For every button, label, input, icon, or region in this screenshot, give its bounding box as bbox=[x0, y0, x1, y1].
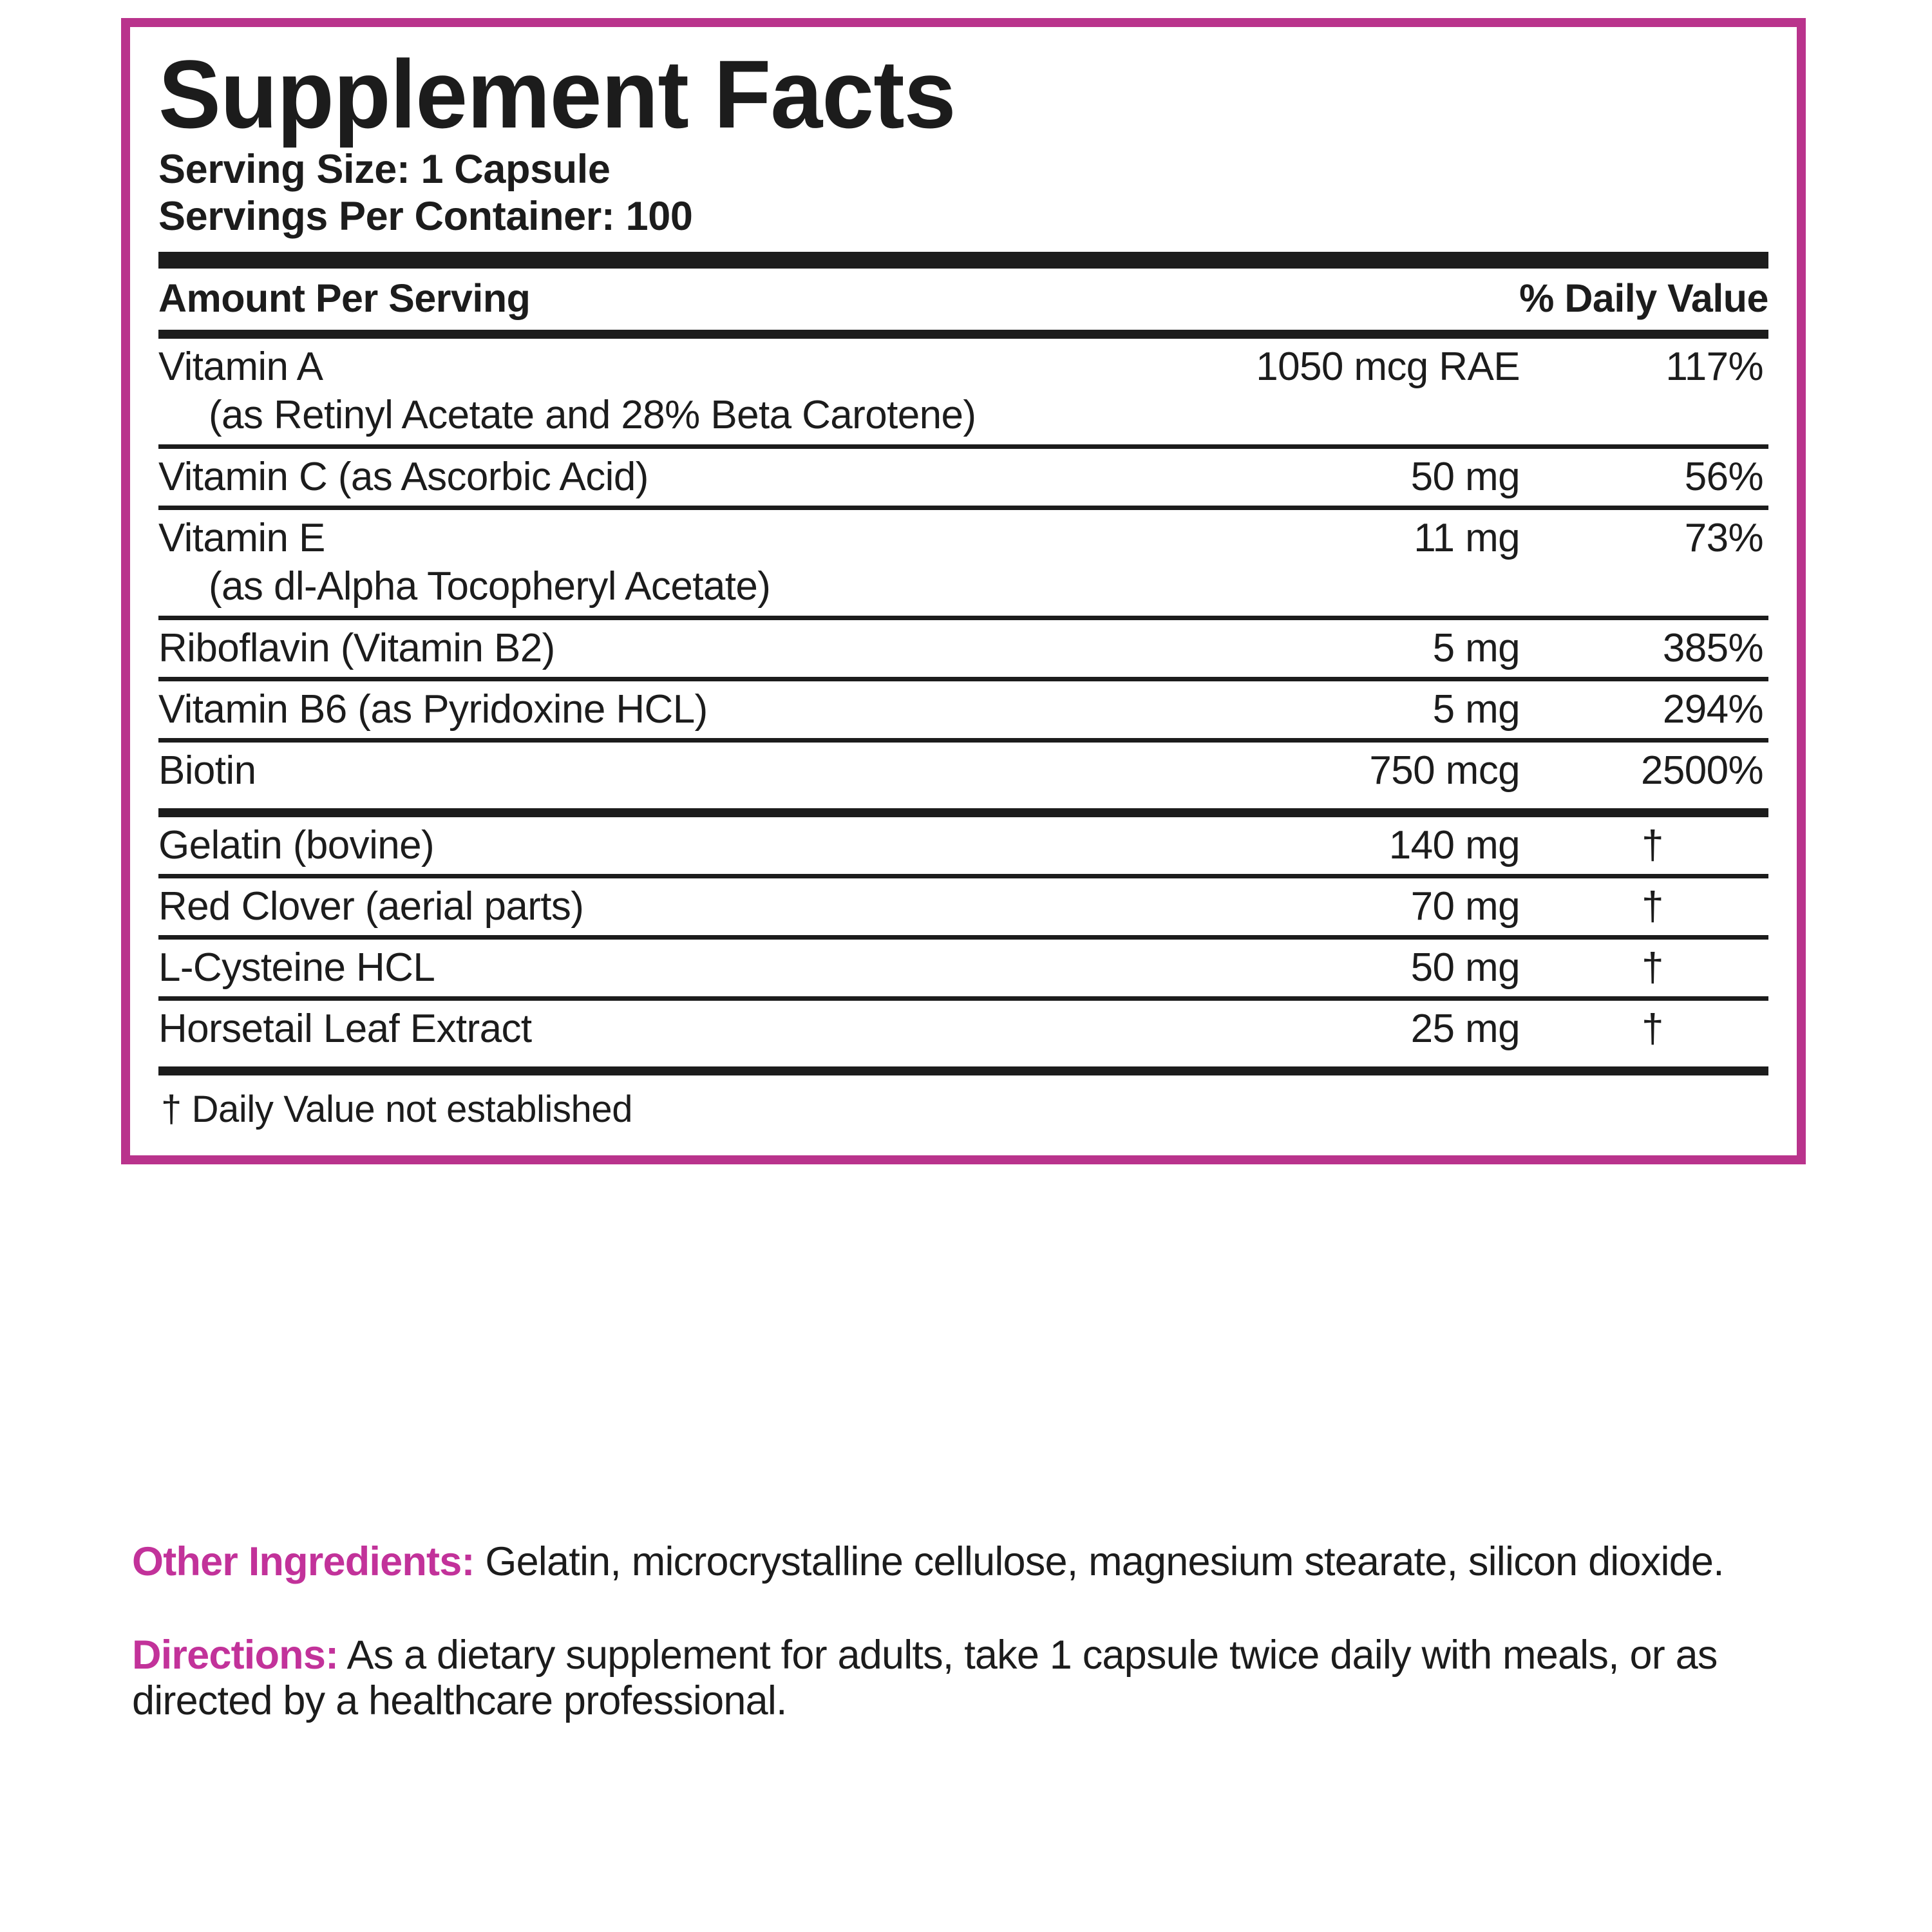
rule-thin bbox=[158, 444, 1768, 450]
table-header-row: Amount Per Serving % Daily Value bbox=[158, 269, 1769, 330]
nutrient-name: Vitamin A bbox=[158, 345, 323, 390]
ingredient-daily-value: † bbox=[1642, 884, 1663, 929]
nutrient-amount: 50 mg bbox=[1410, 455, 1520, 500]
nutrient-name: Vitamin E bbox=[158, 516, 325, 561]
nutrients-body: Vitamin A 1050 mcg RAE 117% (as Retinyl … bbox=[158, 339, 1768, 799]
table-row-sub: (as Retinyl Acetate and 28% Beta Caroten… bbox=[158, 395, 1768, 444]
ingredient-name: L-Cysteine HCL bbox=[158, 945, 435, 990]
ingredient-daily-value: † bbox=[1642, 945, 1663, 990]
nutrient-source-note: (as dl-Alpha Tocopheryl Acetate) bbox=[209, 564, 771, 609]
rule-thin bbox=[158, 935, 1768, 940]
nutrient-name: Vitamin C (as Ascorbic Acid) bbox=[158, 455, 649, 500]
rule-thin bbox=[158, 738, 1768, 743]
supplement-facts-table: Amount Per Serving % Daily Value bbox=[158, 269, 1769, 330]
nutrient-amount: 11 mg bbox=[1414, 516, 1520, 561]
ingredient-name: Gelatin (bovine) bbox=[158, 823, 435, 868]
nutrient-daily-value: 117% bbox=[1665, 345, 1763, 390]
row-divider bbox=[158, 506, 1768, 511]
nutrients-table: Vitamin A 1050 mcg RAE 117% (as Retinyl … bbox=[158, 339, 1768, 799]
row-divider bbox=[158, 677, 1768, 682]
row-divider bbox=[158, 935, 1768, 940]
rule-thin bbox=[158, 874, 1768, 879]
rule-thin bbox=[158, 677, 1768, 682]
nutrient-amount: 5 mg bbox=[1432, 626, 1520, 671]
ingredient-amount: 25 mg bbox=[1410, 1007, 1520, 1052]
table-row: L-Cysteine HCL 50 mg † bbox=[158, 940, 1768, 996]
header-amount-per-serving: Amount Per Serving bbox=[158, 276, 531, 321]
directions-label: Directions: bbox=[132, 1633, 339, 1678]
table-body: Amount Per Serving % Daily Value bbox=[158, 269, 1769, 330]
directions-paragraph: Directions: As a dietary supplement for … bbox=[132, 1633, 1819, 1724]
table-row: Riboflavin (Vitamin B2) 5 mg 385% bbox=[158, 620, 1768, 677]
table-row-sub: (as dl-Alpha Tocopheryl Acetate) bbox=[158, 567, 1768, 616]
ingredient-amount: 50 mg bbox=[1410, 945, 1520, 990]
header-percent-daily-value: % Daily Value bbox=[1519, 276, 1768, 321]
nutrient-daily-value: 73% bbox=[1684, 516, 1764, 561]
serving-size-line: Serving Size: 1 Capsule bbox=[158, 147, 611, 192]
table-row: Vitamin C (as Ascorbic Acid) 50 mg 56% bbox=[158, 449, 1768, 506]
other-ingredients-label: Other Ingredients: bbox=[132, 1539, 475, 1584]
rule-thin bbox=[158, 616, 1768, 621]
rule-thin bbox=[158, 996, 1768, 1001]
ingredient-daily-value: † bbox=[1642, 1007, 1663, 1052]
supplement-facts-panel: Supplement Facts Serving Size: 1 Capsule… bbox=[121, 18, 1806, 1165]
nutrient-source-note: (as Retinyl Acetate and 28% Beta Caroten… bbox=[209, 393, 976, 438]
table-row: Red Clover (aerial parts) 70 mg † bbox=[158, 878, 1768, 935]
ingredient-daily-value: † bbox=[1642, 823, 1663, 868]
botanicals-table: Gelatin (bovine) 140 mg † Red Clover (ae… bbox=[158, 817, 1768, 1057]
other-ingredients-text: Gelatin, microcrystalline cellulose, mag… bbox=[474, 1539, 1724, 1584]
rule-thick-top bbox=[158, 252, 1768, 269]
ingredient-amount: 140 mg bbox=[1388, 823, 1520, 868]
row-divider bbox=[158, 444, 1768, 450]
servings-per-container-line: Servings Per Container: 100 bbox=[158, 194, 693, 240]
rule-under-header bbox=[158, 330, 1768, 339]
row-divider bbox=[158, 738, 1768, 743]
daily-value-footnote: † Daily Value not established bbox=[161, 1088, 633, 1131]
rule-bottom bbox=[158, 1066, 1768, 1076]
nutrient-daily-value: 56% bbox=[1684, 455, 1764, 500]
nutrient-daily-value: 2500% bbox=[1640, 748, 1764, 793]
nutrient-amount: 5 mg bbox=[1432, 687, 1520, 732]
botanicals-body: Gelatin (bovine) 140 mg † Red Clover (ae… bbox=[158, 817, 1768, 1057]
nutrient-amount: 1050 mcg RAE bbox=[1256, 345, 1520, 390]
nutrient-name: Vitamin B6 (as Pyridoxine HCL) bbox=[158, 687, 708, 732]
table-row: Vitamin B6 (as Pyridoxine HCL) 5 mg 294% bbox=[158, 681, 1768, 738]
directions-text: As a dietary supplement for adults, take… bbox=[132, 1633, 1718, 1724]
table-row: Biotin 750 mcg 2500% bbox=[158, 743, 1768, 799]
ingredient-amount: 70 mg bbox=[1410, 884, 1520, 929]
row-divider bbox=[158, 996, 1768, 1001]
ingredient-name: Horsetail Leaf Extract bbox=[158, 1007, 532, 1052]
table-row: Vitamin E 11 mg 73% bbox=[158, 510, 1768, 567]
page-title: Supplement Facts bbox=[158, 40, 956, 148]
nutrient-amount: 750 mcg bbox=[1369, 748, 1520, 793]
rule-thin bbox=[158, 506, 1768, 511]
ingredient-name: Red Clover (aerial parts) bbox=[158, 884, 584, 929]
other-ingredients-paragraph: Other Ingredients: Gelatin, microcrystal… bbox=[132, 1539, 1819, 1585]
row-divider bbox=[158, 874, 1768, 879]
label-bottom-text: Other Ingredients: Gelatin, microcrystal… bbox=[132, 1539, 1819, 1725]
nutrient-name: Biotin bbox=[158, 748, 256, 793]
nutrient-name: Riboflavin (Vitamin B2) bbox=[158, 626, 555, 671]
table-row: Gelatin (bovine) 140 mg † bbox=[158, 817, 1768, 874]
rule-between-blocks bbox=[158, 808, 1768, 818]
nutrient-daily-value: 385% bbox=[1662, 626, 1764, 671]
table-row: Horsetail Leaf Extract 25 mg † bbox=[158, 1001, 1768, 1057]
nutrient-daily-value: 294% bbox=[1662, 687, 1764, 732]
row-divider bbox=[158, 616, 1768, 621]
table-row: Vitamin A 1050 mcg RAE 117% bbox=[158, 339, 1768, 395]
